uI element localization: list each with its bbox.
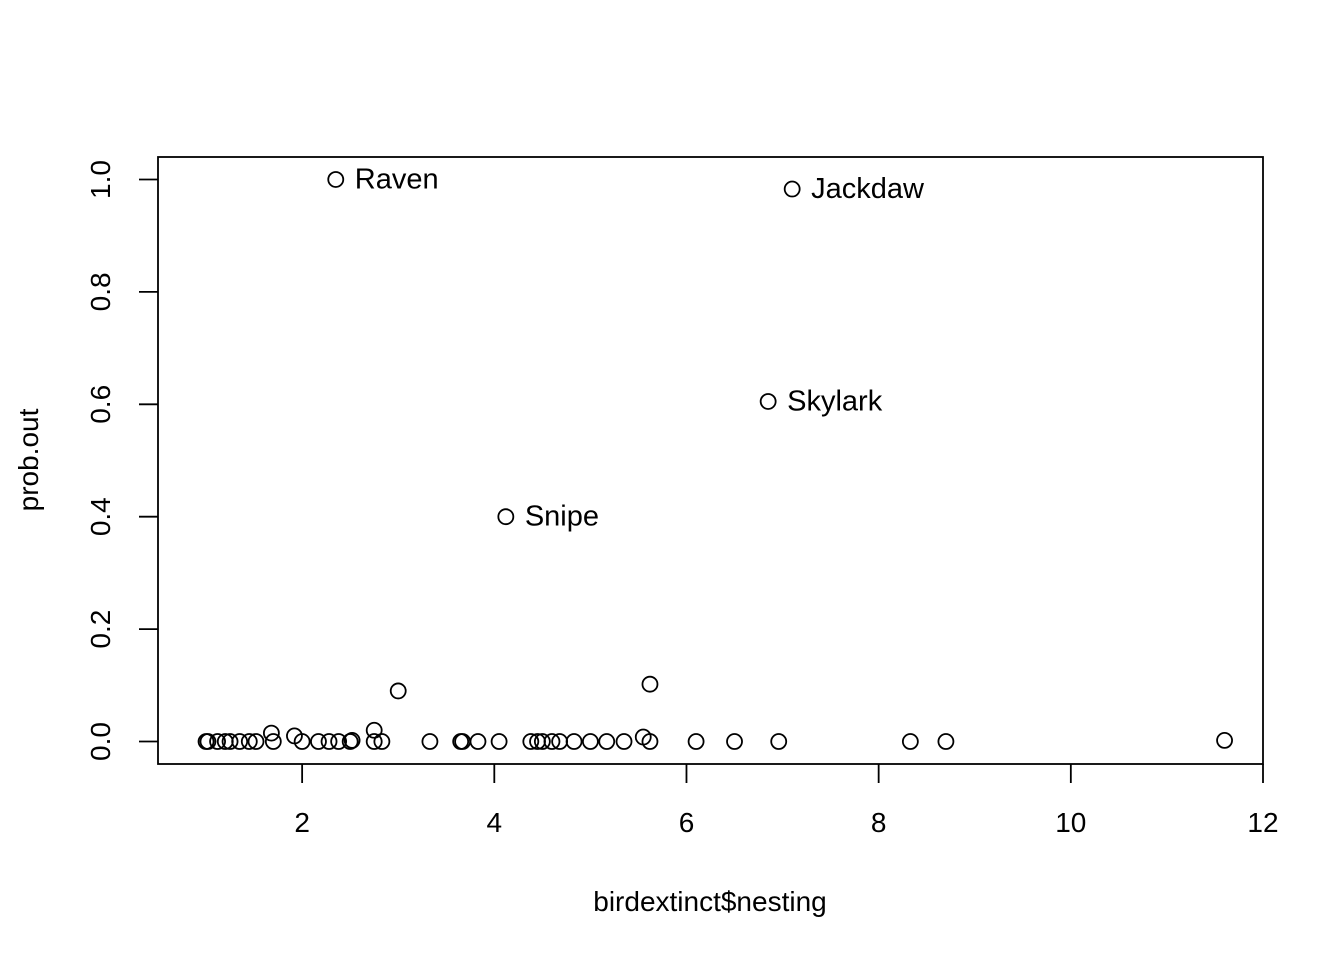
y-tick-label: 0.4: [85, 497, 116, 536]
x-tick-label: 12: [1247, 807, 1278, 838]
data-point: [221, 733, 239, 750]
data-point: [365, 721, 383, 739]
data-point: [901, 733, 919, 750]
y-tick-label: 1.0: [85, 160, 116, 199]
x-axis-label: birdextinct$nesting: [593, 886, 826, 917]
y-tick-label: 0.0: [85, 722, 116, 761]
labeled-data-point: [783, 180, 801, 198]
data-point: [365, 733, 383, 750]
data-point: [389, 682, 407, 700]
y-tick-label: 0.8: [85, 272, 116, 311]
data-point: [615, 733, 633, 750]
data-point: [310, 733, 327, 750]
x-tick-label: 4: [487, 807, 503, 838]
point-label-skylark: Skylark: [787, 385, 883, 417]
point-labels: Raven Jackdaw Skylark Snipe: [355, 163, 925, 532]
data-point: [240, 733, 258, 750]
data-points: [197, 171, 1233, 750]
data-point: [490, 733, 508, 750]
data-point: [343, 731, 361, 749]
data-point: [469, 733, 487, 750]
data-point: [581, 733, 599, 750]
x-tick-label: 8: [871, 807, 887, 838]
data-point: [687, 733, 705, 750]
data-point: [533, 733, 551, 750]
data-point: [330, 733, 348, 750]
labeled-data-point: [497, 508, 515, 526]
data-point: [421, 733, 439, 750]
data-point: [726, 733, 743, 750]
x-axis: 2 4 6 8 10 12: [294, 764, 1279, 838]
data-point: [264, 733, 282, 750]
data-point: [565, 733, 583, 750]
data-point: [262, 724, 280, 742]
x-tick-label: 6: [679, 807, 695, 838]
data-point: [543, 733, 561, 750]
y-axis: 0.0 0.2 0.4 0.6 0.8 1.0: [85, 160, 158, 761]
plot-frame: [157, 156, 1264, 765]
y-tick-label: 0.2: [85, 610, 116, 649]
data-point: [598, 733, 616, 750]
data-point: [522, 733, 540, 750]
data-point: [937, 733, 955, 750]
point-label-jackdaw: Jackdaw: [811, 173, 925, 205]
data-point: [641, 733, 659, 750]
point-label-snipe: Snipe: [525, 501, 599, 533]
x-tick-label: 10: [1055, 807, 1086, 838]
x-tick-label: 2: [294, 807, 310, 838]
data-point: [770, 733, 788, 750]
point-label-raven: Raven: [355, 163, 439, 195]
data-point: [373, 733, 391, 750]
y-tick-label: 0.6: [85, 385, 116, 424]
data-point: [247, 733, 265, 750]
data-point: [641, 675, 659, 693]
data-point: [231, 733, 249, 750]
labeled-data-point: [327, 171, 345, 188]
labeled-data-point: [759, 393, 777, 410]
data-point: [293, 733, 311, 750]
data-point: [199, 733, 217, 750]
data-point: [320, 733, 338, 750]
data-point: [209, 733, 226, 750]
data-point: [1216, 731, 1233, 749]
y-axis-label: prob.out: [13, 408, 44, 511]
